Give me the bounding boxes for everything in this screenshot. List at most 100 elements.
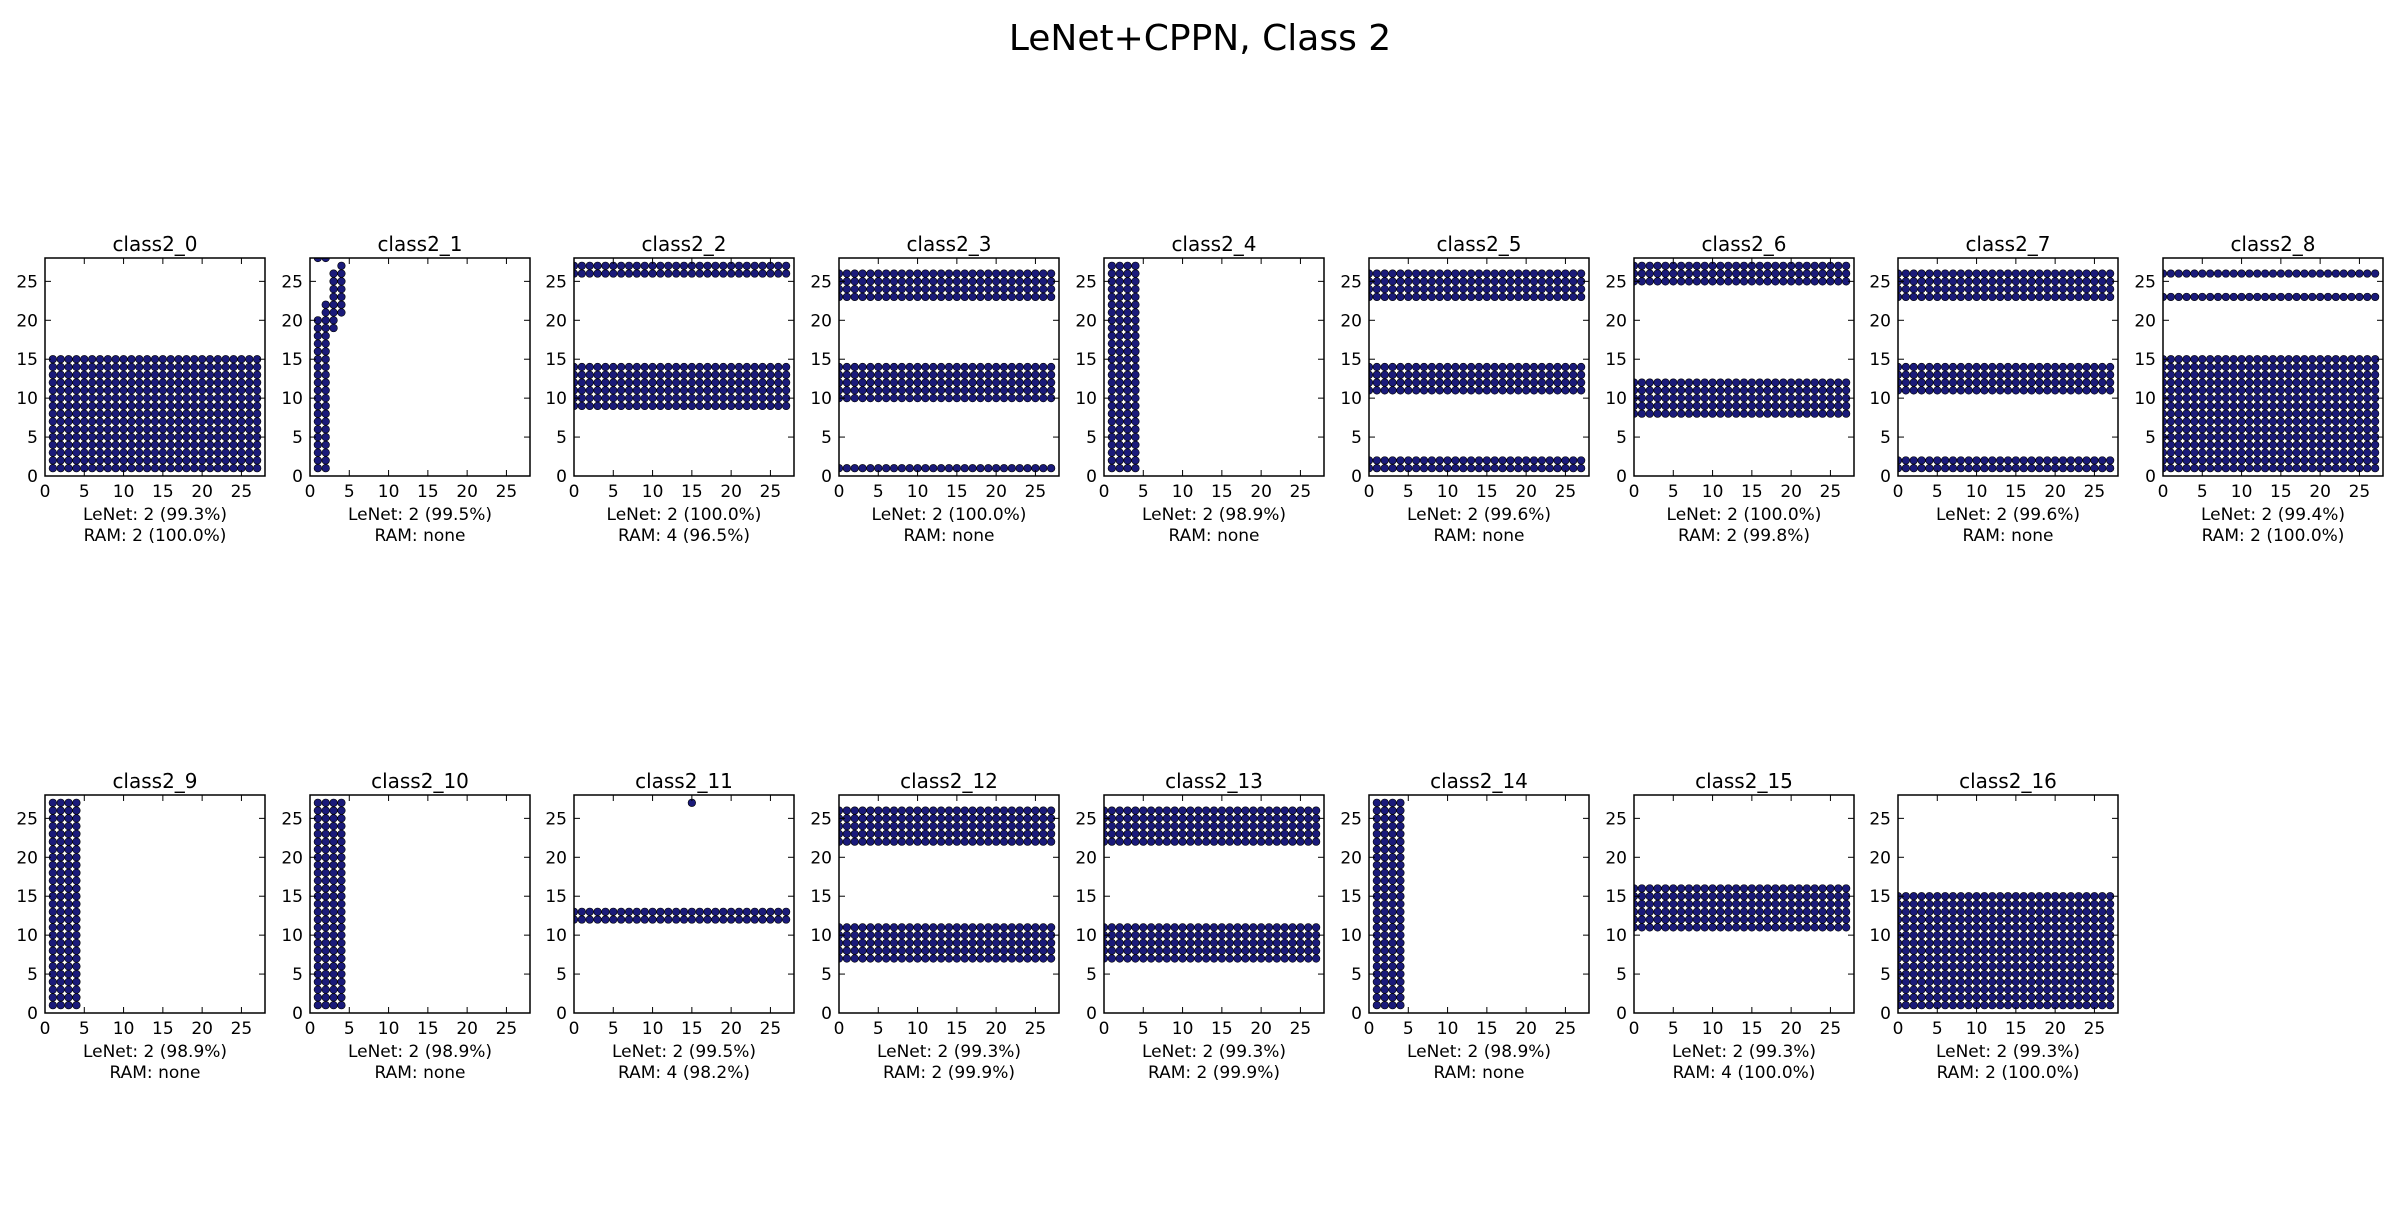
data-point — [2237, 394, 2246, 403]
data-point — [48, 386, 57, 395]
data-point — [2027, 456, 2036, 465]
data-point — [213, 355, 222, 364]
data-point — [1925, 292, 1934, 302]
data-point — [2363, 394, 2372, 403]
data-point — [1909, 993, 1918, 1002]
data-point — [929, 923, 938, 932]
x-tick-label: 20 — [1515, 1019, 1537, 1039]
y-tick-label: 0 — [27, 1004, 38, 1024]
data-point — [1280, 837, 1289, 846]
data-point — [1933, 370, 1942, 379]
data-point — [2268, 440, 2278, 449]
data-point — [1716, 394, 1725, 403]
x-tick-label: 0 — [569, 1019, 580, 1039]
data-point — [882, 954, 891, 963]
data-point — [190, 464, 199, 473]
data-point — [897, 829, 906, 839]
data-point — [984, 285, 993, 294]
data-point — [1763, 269, 1772, 278]
data-point — [1802, 269, 1811, 278]
data-point — [174, 417, 183, 426]
data-point — [1996, 269, 2005, 278]
data-point — [1677, 401, 1686, 411]
data-point — [2292, 440, 2301, 449]
data-point — [1372, 292, 1381, 302]
data-point — [1467, 378, 1476, 387]
data-point — [2011, 456, 2020, 465]
data-point — [742, 915, 751, 924]
data-point — [1779, 409, 1788, 418]
data-point — [1996, 931, 2005, 940]
data-point — [1272, 822, 1281, 831]
data-point — [1692, 386, 1701, 395]
data-point — [1396, 464, 1405, 473]
data-point — [734, 261, 744, 270]
data-point — [2182, 409, 2191, 418]
data-point — [321, 339, 330, 348]
data-point — [2347, 464, 2356, 473]
data-point — [1467, 285, 1476, 294]
data-point — [937, 277, 946, 286]
data-point — [905, 837, 914, 846]
data-point — [2098, 931, 2107, 940]
data-point — [1779, 907, 1788, 916]
data-point — [205, 378, 215, 387]
data-point — [1372, 1001, 1381, 1010]
data-point — [313, 417, 322, 426]
data-point — [2284, 425, 2293, 434]
data-point — [1988, 277, 1997, 286]
data-point — [1170, 938, 1179, 948]
data-point — [719, 378, 728, 387]
data-point — [2355, 386, 2364, 395]
data-point — [337, 899, 346, 909]
data-point — [2003, 285, 2013, 294]
data-point — [2106, 962, 2115, 971]
data-point — [1826, 269, 1835, 278]
data-point — [1131, 806, 1140, 815]
data-point — [1779, 386, 1788, 395]
data-point — [1834, 394, 1843, 403]
data-point — [1131, 331, 1140, 340]
data-point — [2003, 977, 2013, 986]
data-point — [2011, 962, 2020, 971]
ram-caption: RAM: none — [110, 1063, 201, 1083]
data-point — [758, 394, 767, 403]
data-point — [866, 946, 875, 955]
data-point — [1569, 370, 1578, 379]
data-point — [1787, 884, 1796, 893]
data-point — [2198, 417, 2207, 426]
data-point — [2363, 425, 2372, 434]
data-point — [2300, 401, 2309, 411]
data-point — [313, 829, 322, 839]
data-point — [1131, 355, 1140, 364]
x-tick-label: 15 — [1741, 1019, 1763, 1039]
data-point — [64, 440, 73, 449]
data-point — [182, 409, 191, 418]
axes-frame — [838, 794, 1060, 1014]
data-point — [2213, 464, 2223, 473]
data-point — [229, 370, 238, 379]
data-point — [1131, 432, 1140, 442]
scatter-points — [1898, 269, 2115, 473]
data-point — [2339, 355, 2348, 364]
data-point — [672, 370, 681, 379]
data-point — [2027, 464, 2036, 473]
data-point — [1443, 370, 1452, 379]
data-point — [80, 370, 89, 379]
data-point — [1948, 292, 1958, 302]
data-point — [2261, 378, 2270, 387]
data-point — [1396, 876, 1405, 885]
data-point — [664, 915, 673, 924]
data-point — [2003, 923, 2013, 932]
data-point — [321, 806, 330, 815]
data-point — [1677, 269, 1686, 278]
data-point — [1115, 347, 1124, 356]
data-point — [1716, 915, 1725, 924]
data-point — [1264, 938, 1274, 948]
data-point — [1451, 386, 1460, 395]
data-point — [2019, 907, 2028, 916]
data-point — [1404, 269, 1413, 278]
data-point — [2371, 456, 2380, 465]
